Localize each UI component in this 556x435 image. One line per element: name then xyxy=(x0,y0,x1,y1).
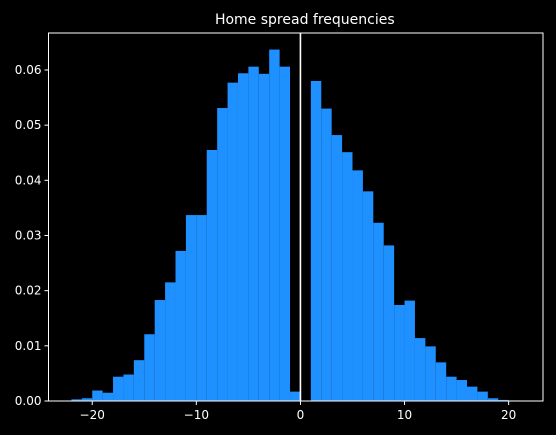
histogram-bar-16 xyxy=(237,73,249,401)
y-tick-label: 0.01 xyxy=(15,339,42,353)
histogram-bar-12 xyxy=(196,215,207,401)
histogram-bar-31 xyxy=(394,305,405,401)
histogram-bar-41 xyxy=(498,399,509,401)
y-ticks: 0.00 0.01 0.02 0.03 0.04 0.05 0.06 xyxy=(15,63,49,408)
x-tick-label: 0 xyxy=(297,408,305,422)
histogram-bar-6 xyxy=(133,360,145,401)
histogram-bar-0 xyxy=(71,399,82,401)
histogram-bar-7 xyxy=(144,334,155,401)
bars xyxy=(71,49,520,402)
histogram-bar-27 xyxy=(352,170,363,401)
histogram-bar-8 xyxy=(154,300,166,401)
y-tick-label: 0.06 xyxy=(15,63,42,77)
histogram-bar-30 xyxy=(383,245,395,401)
histogram-bar-35 xyxy=(435,362,447,401)
histogram-bar-14 xyxy=(217,108,228,401)
histogram-bar-28 xyxy=(362,191,374,401)
histogram-bar-29 xyxy=(373,222,384,401)
histogram-bar-26 xyxy=(342,152,353,401)
histogram-bar-15 xyxy=(227,82,238,401)
x-ticks: −20 −10 0 10 20 xyxy=(80,401,516,422)
x-tick-label: −20 xyxy=(80,408,105,422)
histogram-bar-33 xyxy=(414,338,426,401)
x-tick-label: 20 xyxy=(501,408,516,422)
y-tick-label: 0.00 xyxy=(15,394,42,408)
histogram-bar-18 xyxy=(258,73,270,401)
histogram-bar-21 xyxy=(290,391,301,401)
y-tick-label: 0.03 xyxy=(15,228,42,242)
histogram-bar-10 xyxy=(175,250,186,401)
y-tick-label: 0.05 xyxy=(15,118,42,132)
histogram-bar-40 xyxy=(487,398,499,401)
chart-title: Home spread frequencies xyxy=(215,12,395,28)
histogram-bar-17 xyxy=(248,66,259,401)
histogram-bar-19 xyxy=(269,49,280,402)
histogram-bar-39 xyxy=(477,391,488,401)
histogram-bar-25 xyxy=(331,135,343,401)
histogram-bar-24 xyxy=(321,108,332,401)
histogram-bar-9 xyxy=(165,282,176,401)
x-tick-label: 10 xyxy=(397,408,412,422)
histogram-bar-32 xyxy=(404,300,415,401)
histogram-bar-13 xyxy=(206,149,218,401)
histogram-bar-38 xyxy=(467,386,478,401)
histogram-bar-1 xyxy=(81,398,93,401)
histogram-bar-20 xyxy=(279,66,291,401)
y-tick-label: 0.02 xyxy=(15,284,42,298)
histogram-bar-37 xyxy=(456,380,467,401)
histogram-bar-4 xyxy=(113,376,124,401)
x-tick-label: −10 xyxy=(184,408,209,422)
histogram-bar-11 xyxy=(185,215,197,401)
histogram-bar-36 xyxy=(446,376,457,401)
histogram-bar-5 xyxy=(123,374,134,401)
axes xyxy=(48,32,544,402)
histogram-bar-23 xyxy=(310,81,322,401)
plot-frame xyxy=(48,32,544,402)
histogram-bar-3 xyxy=(102,392,114,401)
histogram-bar-34 xyxy=(425,346,436,401)
y-tick-label: 0.04 xyxy=(15,173,42,187)
histogram-bar-2 xyxy=(92,390,103,401)
